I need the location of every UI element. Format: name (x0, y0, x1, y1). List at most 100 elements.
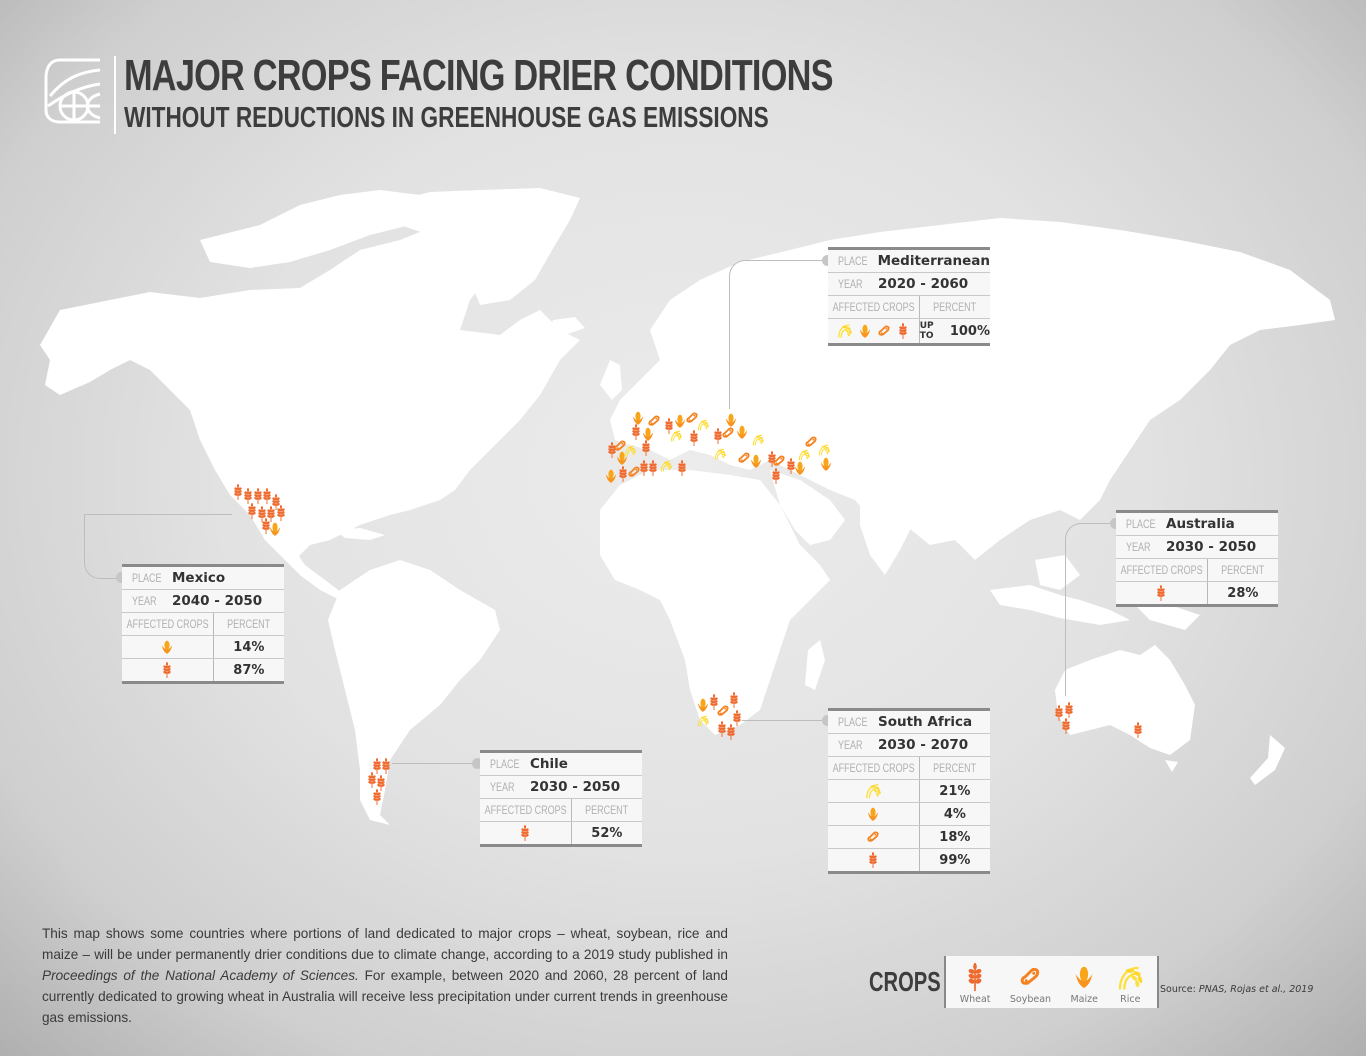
legend-title: CROPS (869, 966, 941, 997)
percent-value: 4% (943, 806, 966, 822)
year-label: YEAR (838, 277, 863, 291)
wheat-icon (867, 852, 879, 868)
source-text: PNAS, Rojas et al., 2019 (1198, 984, 1314, 995)
maize-icon (750, 453, 762, 469)
place-value: Mediterranean (877, 253, 990, 269)
legend-label: Maize (1070, 994, 1098, 1005)
wheat-icon (725, 724, 737, 740)
new-guinea (1130, 600, 1200, 630)
percent-value: 18% (939, 829, 971, 845)
maize-icon (820, 456, 832, 472)
wheat-icon (1060, 718, 1072, 734)
affected-crops-header: AFFECTED CROPS (126, 617, 209, 631)
maize-icon (1074, 966, 1094, 988)
legend-item-wheat: Wheat (960, 956, 991, 1008)
tasmania (1165, 760, 1178, 772)
year-label: YEAR (1126, 540, 1151, 554)
place-label: PLACE (838, 715, 868, 729)
legend-label: Wheat (959, 994, 991, 1005)
wheat-icon (630, 424, 642, 440)
connector-dot (1110, 518, 1121, 529)
callout-chile: PLACE Chile YEAR 2030 - 2050 AFFECTED CROP… (480, 750, 642, 847)
journal-name: Proceedings of the National Academy of S… (42, 968, 359, 983)
year-value: 2040 - 2050 (172, 593, 263, 609)
iceland (550, 317, 585, 335)
continents (40, 188, 1335, 825)
connector-mediterranean (729, 260, 827, 409)
arctic-islands (200, 190, 440, 268)
legend-label: Soybean (1009, 994, 1052, 1005)
percent-header: PERCENT (1221, 563, 1265, 577)
logo-icon (44, 58, 101, 124)
crop-legend: Wheat Soybean Maize Rice (944, 956, 1159, 1008)
connector-mexico-top (84, 514, 232, 515)
caribbean (335, 528, 385, 540)
percent-value: 28% (1227, 585, 1259, 601)
wheat-icon (380, 758, 392, 774)
wheat-icon (728, 692, 740, 708)
year-value: 2030 - 2050 (1166, 539, 1257, 555)
maize-icon (859, 323, 871, 339)
eurasia (610, 218, 1335, 560)
place-label: PLACE (838, 254, 868, 268)
page-title: MAJOR CROPS FACING DRIER CONDITIONS (124, 51, 834, 100)
percent-value: 14% (233, 639, 265, 655)
up-to-label: UP TO (919, 321, 934, 341)
wheat-icon (1063, 702, 1075, 718)
wheat-icon (897, 323, 909, 339)
connector-dot (822, 715, 833, 726)
maize-icon (605, 468, 617, 484)
description-text: This map shows some countries where port… (42, 923, 728, 1028)
connector-dot (472, 758, 483, 769)
percent-value: 100% (949, 323, 990, 339)
wheat-icon (640, 440, 652, 456)
legend-item-soybean: Soybean (1010, 956, 1051, 1008)
year-label: YEAR (132, 594, 157, 608)
callout-mexico: PLACE Mexico YEAR 2040 - 2050 AFFECTED CRO… (122, 564, 284, 684)
india (860, 500, 915, 575)
japan (1100, 390, 1135, 455)
page-subtitle: WITHOUT REDUCTIONS IN GREENHOUSE GAS EMI… (124, 102, 769, 134)
connector-south-africa (742, 720, 826, 721)
connector-australia (1065, 523, 1114, 696)
percent-header: PERCENT (933, 300, 977, 314)
wheat-icon (161, 662, 173, 678)
affected-crops-header: AFFECTED CROPS (484, 803, 567, 817)
year-label: YEAR (490, 780, 515, 794)
wheat-icon (519, 825, 531, 841)
indonesia (990, 585, 1130, 625)
percent-header: PERCENT (227, 617, 271, 631)
rice-icon (660, 458, 672, 474)
year-value: 2020 - 2060 (878, 276, 969, 292)
place-label: PLACE (1126, 517, 1156, 531)
place-label: PLACE (132, 571, 162, 585)
rice-icon (1117, 965, 1143, 991)
wheat-icon (965, 963, 985, 991)
wheat-icon (1155, 585, 1167, 601)
place-value: Mexico (172, 570, 226, 586)
connector-mexico (84, 514, 121, 579)
percent-header: PERCENT (585, 803, 629, 817)
rice-icon (697, 713, 709, 729)
connector-chile (392, 763, 476, 764)
year-label: YEAR (838, 738, 863, 752)
connector-dot (822, 255, 833, 266)
percent-header: PERCENT (933, 761, 977, 775)
affected-crops-header: AFFECTED CROPS (1120, 563, 1203, 577)
soybean-icon (867, 829, 879, 845)
wheat-icon (647, 460, 659, 476)
wheat-icon (688, 430, 700, 446)
header-divider (114, 56, 116, 134)
legend-item-maize: Maize (1070, 956, 1098, 1008)
place-value: Chile (530, 756, 568, 772)
year-value: 2030 - 2070 (878, 737, 969, 753)
callout-south-africa: PLACE South Africa YEAR 2030 - 2070 AFFECT… (828, 708, 990, 874)
maize-icon (161, 639, 173, 655)
soybean-icon (738, 450, 750, 466)
source-prefix: Source: (1160, 984, 1199, 995)
legend-item-rice: Rice (1117, 956, 1143, 1008)
maize-icon (736, 424, 748, 440)
description-part1: This map shows some countries where port… (42, 926, 728, 962)
rice-icon (752, 432, 764, 448)
